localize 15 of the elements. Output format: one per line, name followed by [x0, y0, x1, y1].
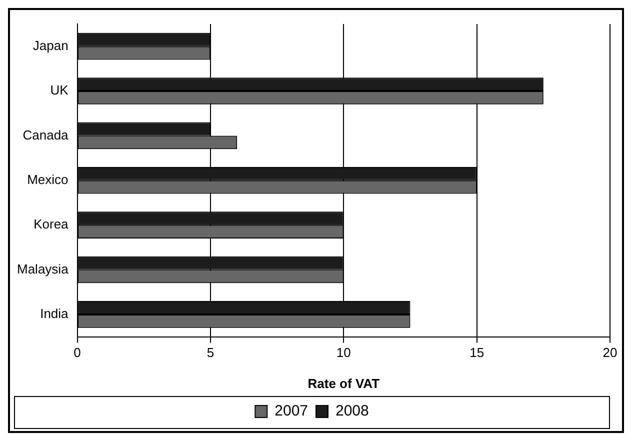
x-tick-label: 0: [74, 345, 81, 360]
legend-label: 2008: [336, 402, 369, 420]
legend-label: 2007: [274, 402, 308, 420]
x-tick-label: 10: [336, 345, 351, 360]
x-tick-label: 20: [602, 345, 618, 360]
y-tick-label: India: [40, 306, 70, 322]
y-tick-label: Japan: [32, 38, 68, 53]
y-tick-label: Malaysia: [17, 261, 70, 276]
y-tick-label: Canada: [22, 127, 70, 142]
y-tick-label: UK: [50, 82, 69, 98]
y-tick-label: Mexico: [27, 172, 68, 187]
x-tick-label: 5: [206, 345, 214, 360]
x-axis-title: Rate of VAT: [308, 376, 380, 391]
x-tick-label: 15: [470, 345, 484, 360]
y-tick-label: Korea: [34, 216, 70, 232]
